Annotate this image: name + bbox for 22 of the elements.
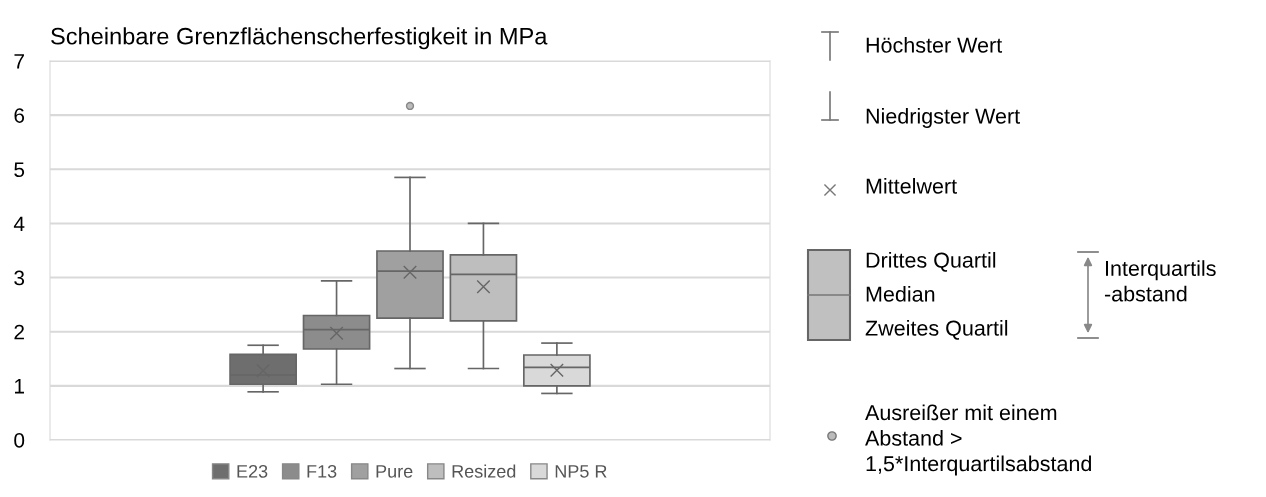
text: Interquartils -abstand [1104,260,1216,302]
text: Niedrigster Wert [866,107,1020,129]
y-tick-label: 3 [14,270,25,286]
chart-title: Scheinbare Grenzflächenscherfestigkeit in MPa [51,27,548,50]
legend-label: NP5 R [555,465,607,478]
y-tick-label: 6 [14,108,25,123]
text: Mittelwert [866,177,957,194]
legend-label: E23 [237,464,268,478]
y-tick-label: 0 [14,433,25,448]
y-tick-label: 5 [14,162,25,178]
text: Ausreißer mit einem Abstand > 1,5*Interquartilsabstand [865,404,1091,476]
text: Höchster Wert [866,36,1003,53]
y-tick-label: 7 [14,54,24,69]
text: Drittes Quartil [866,251,996,272]
text: Median [866,285,935,302]
legend-label: F13 [307,464,337,478]
y-tick-label: 1 [15,379,24,394]
y-tick-label: 4 [13,216,25,231]
legend-label: Resized [452,464,516,478]
y-tick-label: 2 [14,324,24,340]
legend-label: Pure [376,465,413,478]
text: Zweites Quartil [865,319,1008,340]
